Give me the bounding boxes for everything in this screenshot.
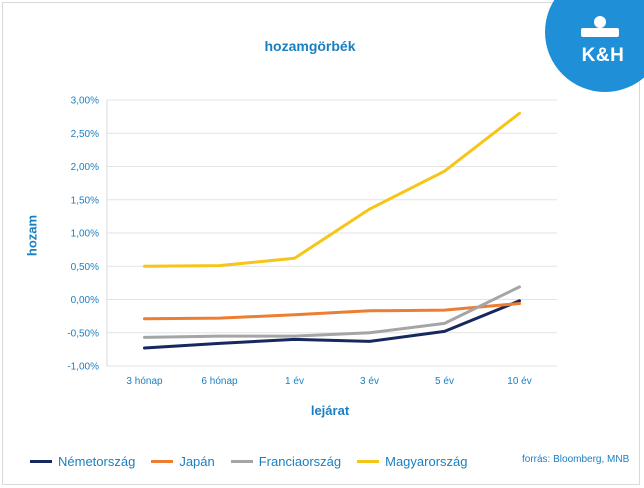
chart-title: hozamgörbék	[264, 38, 356, 54]
y-tick-label: -1,00%	[67, 362, 99, 373]
y-tick-label: 1,50%	[71, 195, 99, 206]
x-tick-label: 3 év	[360, 376, 379, 387]
legend-label: Japán	[179, 453, 215, 469]
x-tick-label: 5 év	[435, 376, 454, 387]
legend-label: Franciaország	[258, 453, 342, 469]
legend-item: Franciaország	[230, 453, 342, 469]
legend-item: Magyarország	[357, 454, 467, 469]
series-line-2	[143, 302, 521, 321]
x-tick-label: 1 év	[285, 376, 304, 387]
legend-swatch	[230, 459, 253, 463]
series-line-3	[143, 285, 521, 339]
series-line-1	[143, 299, 521, 350]
x-tick-label: 10 év	[507, 376, 531, 387]
x-axis-label: lejárat	[310, 403, 350, 418]
legend-label: Magyarország	[385, 453, 468, 469]
y-tick-label: 0,00%	[71, 295, 99, 306]
legend-swatch	[357, 459, 380, 463]
x-tick-label: 3 hónap	[126, 376, 163, 387]
legend-item: Japán	[151, 453, 215, 469]
x-tick-label: 6 hónap	[201, 376, 238, 387]
series-line-4	[143, 111, 521, 268]
y-tick-label: -0,50%	[67, 328, 99, 339]
legend-item: Németország	[30, 454, 135, 469]
legend-swatch	[30, 459, 52, 463]
y-tick-label: 3,00%	[71, 96, 99, 107]
logo-figure-head-icon	[594, 16, 606, 28]
legend-label: Németország	[58, 453, 136, 469]
chart-legend: Németország Japán Franciaország Magyarorszá…	[30, 452, 483, 470]
legend-swatch	[151, 459, 174, 463]
y-tick-label: 0,50%	[71, 262, 99, 273]
y-tick-label: 2,00%	[71, 162, 99, 173]
logo-text: K&H	[581, 45, 625, 66]
y-tick-label: 1,00%	[71, 229, 99, 240]
y-tick-label: 2,50%	[71, 129, 99, 140]
logo-figure-body-icon	[581, 28, 619, 37]
source-note: forrás: Bloomberg, MNB	[522, 454, 630, 465]
